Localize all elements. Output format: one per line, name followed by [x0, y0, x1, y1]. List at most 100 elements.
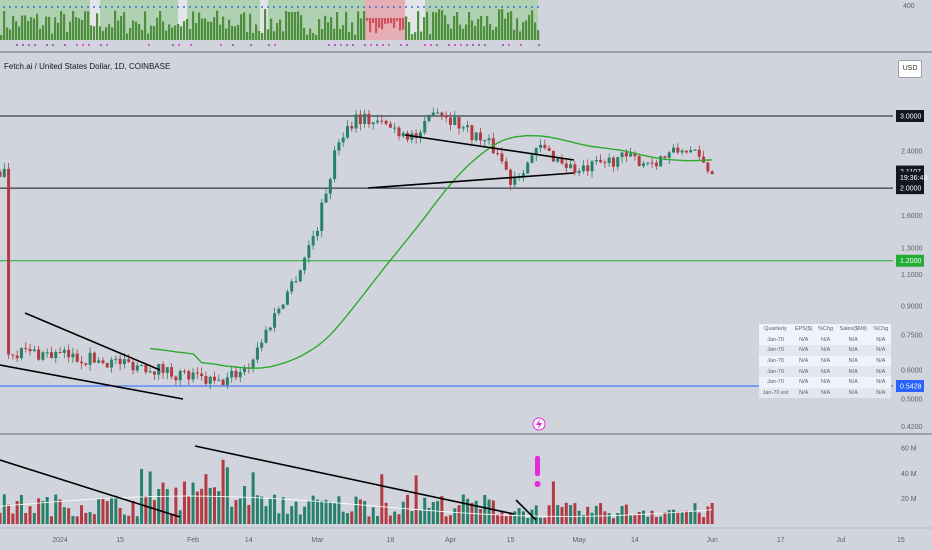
volume-bar	[92, 514, 96, 524]
time-axis-label: 14	[631, 537, 639, 544]
volume-tick-label: 20 M	[901, 496, 917, 503]
indicator-bar	[474, 25, 477, 40]
indicator-bar	[279, 19, 282, 40]
candle-body	[646, 162, 650, 164]
indicator-dot-blue	[453, 6, 455, 8]
candle-body	[204, 376, 208, 384]
candle-body	[290, 281, 294, 292]
candle-body	[650, 162, 654, 164]
candle-body	[414, 133, 418, 138]
financials-cell: N/A	[848, 379, 858, 386]
volume-bar	[684, 510, 688, 524]
candle-body	[333, 150, 337, 180]
volume-bar	[264, 506, 268, 524]
indicator-dot-blue	[153, 6, 155, 8]
candle-body	[161, 364, 165, 373]
candle-body	[88, 352, 92, 365]
volume-bar	[693, 503, 697, 524]
volume-bar	[667, 510, 671, 524]
financials-cell: Jan-70	[767, 336, 784, 343]
indicator-bar	[18, 26, 21, 40]
volume-bar	[127, 515, 131, 524]
indicator-dot-blue	[171, 6, 173, 8]
volume-bar	[478, 509, 482, 524]
candle-body	[92, 352, 96, 363]
indicator-bar	[57, 22, 60, 40]
indicator-bar	[414, 32, 417, 40]
indicator-dot-magenta	[106, 44, 108, 46]
indicator-bar	[153, 26, 156, 40]
price-tick-label: 2.4000	[901, 149, 923, 156]
indicator-bar	[468, 11, 471, 40]
candle-body	[230, 370, 234, 378]
indicator-bar	[423, 17, 426, 40]
indicator-zone	[178, 0, 187, 40]
volume-bar	[603, 511, 607, 524]
volume-bar	[268, 498, 272, 524]
indicator-dot-magenta	[328, 44, 330, 46]
volume-bar	[633, 514, 637, 524]
indicator-bar	[147, 33, 150, 40]
candle-body	[187, 371, 191, 380]
indicator-dot-blue	[369, 6, 371, 8]
volume-bar	[594, 505, 598, 524]
volume-bar	[187, 495, 191, 524]
indicator-dot-blue	[225, 6, 227, 8]
financials-cell: Jan-70	[767, 379, 784, 386]
candle-body	[341, 137, 345, 143]
indicator-dot-magenta	[502, 44, 504, 46]
candle-body	[689, 150, 693, 153]
volume-bar	[178, 510, 182, 524]
indicator-dot-blue	[399, 6, 401, 8]
candle-body	[581, 165, 585, 172]
indicator-dot-blue	[3, 6, 5, 8]
volume-bar	[526, 517, 530, 524]
candle-body	[483, 140, 487, 142]
candle-body	[594, 160, 598, 162]
indicator-bar	[36, 13, 39, 40]
candle-body	[15, 355, 19, 359]
time-axis-label: 14	[245, 537, 253, 544]
volume-bar	[97, 498, 101, 524]
indicator-bar	[108, 23, 111, 40]
indicator-bar	[123, 12, 126, 40]
indicator-bar	[288, 12, 291, 40]
candle-body	[358, 114, 362, 124]
currency-button[interactable]: USD	[898, 60, 922, 78]
candle-body	[0, 171, 2, 177]
indicator-bar	[180, 26, 183, 40]
candle-body	[195, 372, 199, 374]
candle-body	[543, 144, 547, 149]
indicator-dot-magenta	[76, 44, 78, 46]
financials-cell: N/A	[791, 366, 816, 377]
indicator-bar	[447, 24, 450, 40]
candle-body	[607, 157, 611, 164]
indicator-bar	[432, 12, 435, 41]
indicator-bar	[195, 23, 198, 40]
volume-tick-label: 60 M	[901, 446, 917, 453]
indicator-bar	[69, 21, 72, 40]
indicator-bar	[141, 29, 144, 40]
volume-bar	[513, 511, 517, 524]
volume-bar	[431, 502, 435, 524]
price-tick-label: 0.6000	[901, 368, 923, 375]
candle-body	[337, 142, 341, 151]
volume-bar	[243, 486, 247, 524]
candle-body	[174, 376, 178, 381]
financials-cell: N/A	[848, 358, 858, 365]
indicator-bar	[303, 27, 306, 40]
candle-body	[7, 168, 11, 355]
volume-bar	[556, 505, 560, 524]
volume-bar	[624, 504, 628, 524]
candle-body	[260, 342, 264, 348]
indicator-bar	[390, 18, 393, 24]
volume-bar	[58, 499, 62, 524]
candle-body	[603, 162, 607, 164]
lightning-icon[interactable]	[532, 417, 546, 431]
indicator-dot-magenta	[406, 44, 408, 46]
volume-bar	[397, 514, 401, 524]
volume-bar	[496, 514, 500, 524]
indicator-dot-magenta	[88, 44, 90, 46]
indicator-dot-blue	[375, 6, 377, 8]
